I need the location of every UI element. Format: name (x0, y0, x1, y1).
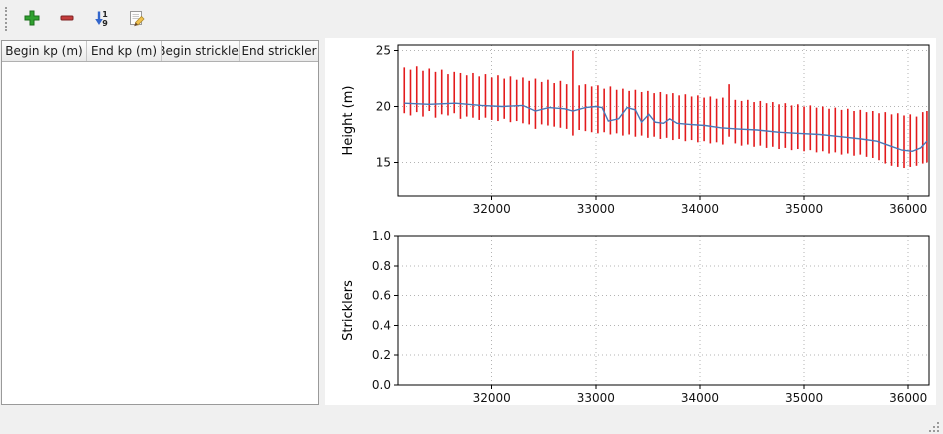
strickler-zones-table: Begin kp (m) End kp (m) Begin strickler … (1, 40, 319, 405)
minus-icon (58, 9, 76, 30)
resize-grip[interactable] (928, 419, 941, 432)
svg-text:35000: 35000 (785, 202, 823, 216)
svg-text:1.0: 1.0 (372, 229, 391, 243)
svg-text:32000: 32000 (473, 391, 511, 405)
toolbar-drag-handle[interactable] (5, 7, 12, 31)
charts-panel: 32000 33000 34000 35000 36000 15 20 25 Height (m… (325, 38, 936, 405)
svg-text:1: 1 (102, 10, 108, 19)
edit-pencil-icon (128, 9, 146, 30)
svg-text:32000: 32000 (473, 202, 511, 216)
svg-text:Stricklers: Stricklers (341, 280, 356, 341)
column-header-end-strickler[interactable]: End strickler (241, 44, 317, 58)
svg-text:15: 15 (376, 155, 391, 169)
svg-text:33000: 33000 (577, 391, 615, 405)
plus-icon (23, 9, 41, 30)
svg-text:0.0: 0.0 (372, 378, 391, 392)
svg-text:0.4: 0.4 (372, 318, 391, 332)
svg-text:34000: 34000 (681, 391, 719, 405)
column-header-end-kp[interactable]: End kp (m) (87, 41, 162, 61)
sort-numeric-icon: 1 9 (93, 9, 111, 30)
svg-text:35000: 35000 (785, 391, 823, 405)
svg-text:0.2: 0.2 (372, 348, 391, 362)
svg-text:34000: 34000 (681, 202, 719, 216)
svg-text:33000: 33000 (577, 202, 615, 216)
edit-row-button[interactable] (123, 5, 151, 33)
add-row-button[interactable] (18, 5, 46, 33)
svg-text:0.6: 0.6 (372, 289, 391, 303)
status-bar (0, 418, 943, 434)
height-profile-chart: 32000 33000 34000 35000 36000 15 20 25 Height (m… (341, 44, 930, 216)
toolbar: 1 9 (0, 0, 943, 38)
svg-text:36000: 36000 (889, 391, 927, 405)
svg-text:25: 25 (376, 44, 391, 58)
column-header-begin-strickler[interactable]: Begin strickler (162, 41, 240, 61)
table-header-row: Begin kp (m) End kp (m) Begin strickler … (2, 41, 318, 62)
column-header-begin-kp[interactable]: Begin kp (m) (2, 41, 87, 61)
table-body-empty[interactable] (2, 62, 318, 404)
sort-rows-button[interactable]: 1 9 (88, 5, 116, 33)
svg-text:0.8: 0.8 (372, 259, 391, 273)
stricklers-chart: 32000 33000 34000 35000 36000 0.0 0.2 0.4 0.6 0.8… (341, 229, 930, 405)
svg-text:Height (m): Height (m) (341, 86, 356, 156)
svg-text:36000: 36000 (889, 202, 927, 216)
svg-text:9: 9 (102, 19, 108, 27)
remove-row-button[interactable] (53, 5, 81, 33)
svg-text:20: 20 (376, 100, 391, 114)
